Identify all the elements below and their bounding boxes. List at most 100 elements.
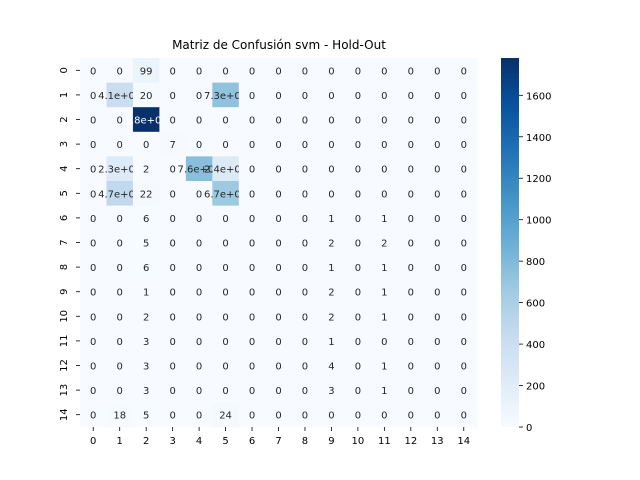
cell-value-label: 0 — [381, 337, 387, 348]
heatmap-cell — [265, 205, 293, 231]
heatmap-cell — [185, 402, 213, 428]
cell-value-label: 0 — [275, 91, 281, 102]
heatmap-cell — [371, 58, 398, 83]
heatmap-cell — [238, 181, 266, 206]
heatmap-cell — [397, 353, 425, 379]
heatmap-cell — [424, 279, 451, 305]
x-tick-label: 8 — [302, 436, 308, 447]
heatmap-cell — [291, 402, 319, 428]
heatmap-cell — [450, 279, 478, 305]
heatmap-cell — [80, 107, 107, 133]
heatmap-cell — [185, 107, 213, 133]
heatmap-cell — [371, 279, 398, 305]
heatmap-cell — [80, 402, 107, 428]
cell-value-label: 0 — [355, 337, 361, 348]
heatmap-cell — [371, 377, 398, 403]
cell-value-label: 0 — [222, 337, 228, 348]
heatmap-cell — [265, 181, 293, 206]
cell-value-label: 0 — [169, 214, 175, 225]
heatmap-cell — [424, 131, 451, 157]
heatmap-cell — [238, 131, 266, 157]
heatmap-cell — [106, 107, 134, 133]
heatmap-cell — [80, 254, 107, 280]
heatmap-cell — [371, 205, 398, 231]
heatmap-cell — [291, 254, 319, 280]
cell-value-label: 0 — [196, 214, 202, 225]
cell-value-label: 0 — [249, 66, 255, 77]
heatmap-cell — [80, 58, 107, 83]
cell-value-label: 0 — [90, 288, 96, 299]
cell-value-label: 0 — [249, 214, 255, 225]
heatmap-cell — [212, 279, 240, 305]
cell-value-label: 0 — [434, 362, 440, 373]
y-tick-label: 2 — [59, 116, 70, 122]
cell-value-label: 0 — [249, 411, 255, 422]
cell-value-label: 0 — [461, 116, 467, 127]
heatmap-cell — [159, 254, 187, 280]
cell-value-label: 0 — [302, 312, 308, 323]
cell-value-label: 0 — [328, 140, 334, 151]
cell-value-label: 3 — [143, 386, 149, 397]
cell-value-label: 0 — [355, 140, 361, 151]
colorbar-tick-label: 1600 — [526, 91, 551, 102]
heatmap-cell — [450, 230, 478, 256]
heatmap-cell — [424, 254, 451, 280]
heatmap-cell — [344, 58, 372, 83]
cell-value-label: 0 — [434, 386, 440, 397]
cell-value-label: 0 — [328, 165, 334, 176]
cell-value-label: 0 — [328, 91, 334, 102]
heatmap-cell — [212, 230, 240, 256]
heatmap-cell — [106, 58, 134, 83]
heatmap-cell — [318, 304, 346, 329]
heatmap-cell — [318, 181, 346, 206]
heatmap-cell — [159, 279, 187, 305]
heatmap-cell — [371, 156, 398, 182]
heatmap-cell — [132, 107, 160, 133]
heatmap-cell — [318, 230, 346, 256]
heatmap-cell — [291, 328, 319, 354]
cell-value-label: 0 — [275, 140, 281, 151]
heatmap-cell — [212, 58, 240, 83]
cell-value-label: 0 — [222, 263, 228, 274]
x-tick-label: 3 — [169, 436, 175, 447]
cell-value-label: 0 — [275, 239, 281, 250]
heatmap-cell — [159, 107, 187, 133]
heatmap-cell — [106, 279, 134, 305]
heatmap-cell — [424, 377, 451, 403]
heatmap-cell — [397, 328, 425, 354]
heatmap-cell — [265, 254, 293, 280]
heatmap-cell — [424, 304, 451, 329]
heatmap-cell — [106, 156, 134, 182]
heatmap-cell — [371, 131, 398, 157]
heatmap-cell — [132, 304, 160, 329]
cell-value-label: 0 — [408, 263, 414, 274]
heatmap-cell — [106, 230, 134, 256]
heatmap-cell — [318, 82, 346, 108]
y-tick-label: 9 — [59, 289, 70, 295]
cell-value-label: 0 — [302, 189, 308, 200]
cell-value-label: 0 — [117, 116, 123, 127]
cell-value-label: 0 — [169, 362, 175, 373]
cell-value-label: 0 — [461, 239, 467, 250]
heatmap-cell — [371, 304, 398, 329]
heatmap-cell — [344, 205, 372, 231]
cell-value-label: 0 — [117, 362, 123, 373]
cell-value-label: 0 — [434, 214, 440, 225]
cell-value-label: 0 — [355, 362, 361, 373]
cell-value-label: 0 — [302, 116, 308, 127]
cell-value-label: 0 — [355, 116, 361, 127]
cell-value-label: 0 — [90, 239, 96, 250]
heatmap-cell — [371, 107, 398, 133]
heatmap-cell — [238, 82, 266, 108]
heatmap-cell — [159, 131, 187, 157]
heatmap-cell — [450, 328, 478, 354]
cell-value-label: 0 — [408, 386, 414, 397]
cell-value-label: 0 — [302, 288, 308, 299]
cell-value-label: 0 — [355, 91, 361, 102]
cell-value-label: 0 — [169, 189, 175, 200]
y-tick-label: 11 — [59, 335, 70, 348]
heatmap-cell — [397, 181, 425, 206]
heatmap-cell — [238, 353, 266, 379]
